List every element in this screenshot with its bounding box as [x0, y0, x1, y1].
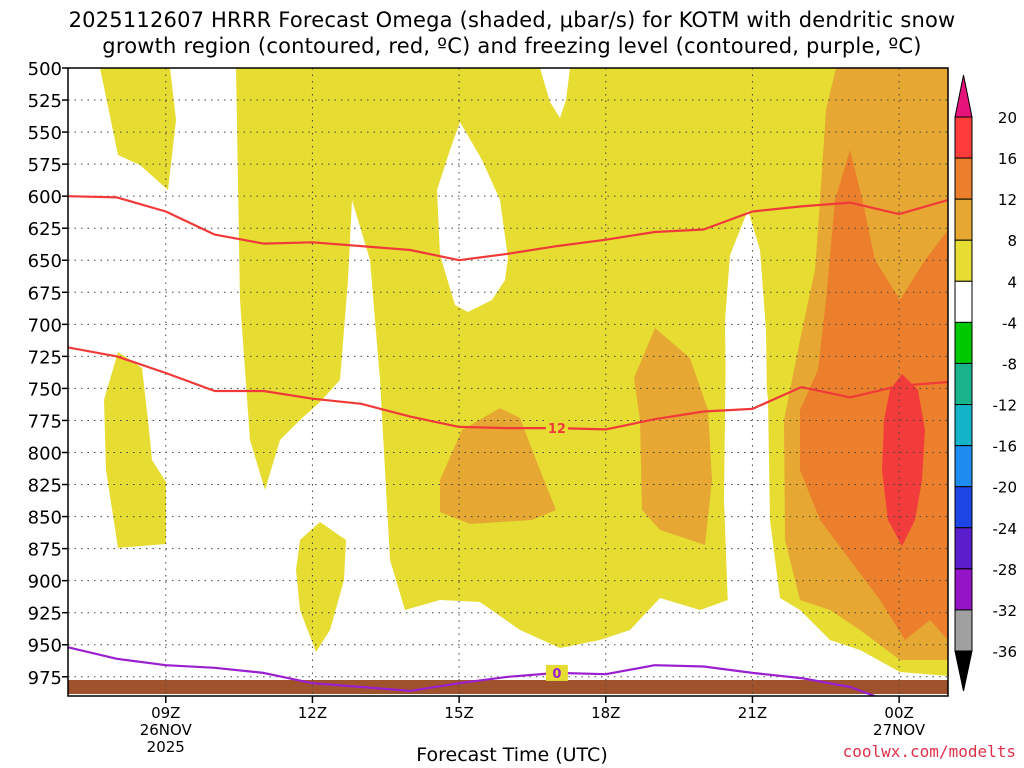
credit-text: coolwx.com/modelts [842, 742, 1016, 761]
contour-label-bg [545, 664, 568, 681]
omega-region-yellow [296, 522, 346, 652]
y-tick-label: 550 [28, 123, 62, 144]
y-tick-label: 750 [28, 379, 62, 400]
omega-region-yellow [100, 68, 176, 190]
x-tick-label: 12Z [298, 704, 327, 722]
colorbar-label: -24 [993, 520, 1018, 538]
colorbar-label: 4 [1007, 273, 1017, 291]
y-tick-label: 950 [28, 636, 62, 657]
contour-dgz-lower [68, 346, 948, 431]
contour-labels: 12 0 [545, 420, 568, 682]
omega-region-yellow [236, 68, 948, 676]
contour-label: 12 [548, 422, 566, 437]
colorbar-swatch [954, 404, 973, 447]
y-tick-label: 875 [28, 540, 62, 561]
contours [68, 195, 948, 696]
x-tick-date: 27NOV [873, 721, 926, 739]
colorbar-swatch [954, 280, 973, 323]
omega-region-red [882, 374, 925, 546]
x-axis-label: Forecast Time (UTC) [416, 744, 608, 766]
y-tick-label: 775 [28, 411, 62, 432]
y-tick-label: 500 [28, 59, 62, 80]
y-axis: 500 525 550 575 600 625 650 675 700 725 750 775 800 8… [28, 59, 68, 689]
colorbar-label: 12 [998, 191, 1017, 209]
plot-frame [67, 67, 949, 697]
colorbar-label: -16 [993, 438, 1018, 456]
colorbar-swatch [954, 362, 973, 406]
colorbar-swatch [954, 609, 973, 652]
colorbar-label: -36 [993, 643, 1018, 661]
x-tick-label: 15Z [444, 704, 473, 722]
omega-region-white [540, 68, 570, 118]
x-tick-date: 26NOV [140, 721, 193, 739]
colorbar-label: -8 [1002, 355, 1017, 373]
y-tick-label: 625 [28, 219, 62, 240]
colorbar-swatch [954, 157, 973, 200]
colorbar-bottom-arrow [954, 650, 973, 692]
colorbar-label: 16 [998, 150, 1017, 168]
chart-title-line2: growth region (contoured, red, ºC) and f… [102, 34, 922, 58]
omega-region-white [437, 122, 508, 312]
colorbar-swatch [954, 568, 973, 611]
contour-freezing-level [68, 646, 876, 696]
contour-dgz-upper [68, 195, 948, 262]
y-tick-label: 975 [28, 668, 62, 689]
colorbar-top-arrow [954, 74, 973, 118]
omega-region-orange [440, 408, 556, 524]
terrain-strip [68, 680, 948, 694]
colorbar-swatch [954, 486, 973, 529]
x-tick-label: 21Z [738, 704, 767, 722]
colorbar-swatch [954, 527, 973, 570]
colorbar-label: 20 [998, 109, 1017, 127]
colorbar-label: 8 [1007, 232, 1017, 250]
y-tick-label: 650 [28, 251, 62, 272]
colorbar-label: -32 [993, 602, 1018, 620]
contour-label: 0 [552, 667, 561, 682]
x-tick-label: 00Z [884, 704, 913, 722]
omega-region-orange [634, 328, 712, 545]
chart-title-line1: 2025112607 HRRR Forecast Omega (shaded, … [68, 8, 956, 32]
colorbar-swatch [954, 116, 973, 159]
y-tick-label: 800 [28, 443, 62, 464]
omega-shading [100, 68, 948, 676]
colorbar-swatch [954, 445, 973, 488]
y-tick-label: 925 [28, 604, 62, 625]
colorbar-label: -4 [1002, 314, 1017, 332]
y-tick-label: 675 [28, 283, 62, 304]
contour-label-bg [545, 420, 568, 437]
y-tick-label: 850 [28, 508, 62, 529]
colorbar-swatch [954, 321, 973, 364]
y-tick-label: 900 [28, 572, 62, 593]
colorbar-label: -12 [993, 397, 1018, 415]
x-tick-year: 2025 [147, 738, 185, 756]
colorbar-swatch [954, 239, 973, 282]
colorbar-label: -20 [993, 479, 1018, 497]
y-tick-label: 575 [28, 155, 62, 176]
colorbar-swatch [954, 198, 973, 241]
x-tick-label: 18Z [591, 704, 620, 722]
y-tick-label: 825 [28, 476, 62, 497]
grid [68, 68, 948, 696]
y-tick-label: 525 [28, 91, 62, 112]
colorbar-label: -28 [993, 561, 1018, 579]
x-tick-label: 09Z [151, 704, 180, 722]
y-tick-label: 725 [28, 347, 62, 368]
y-tick-label: 700 [28, 315, 62, 336]
omega-region-yellow [104, 352, 166, 548]
colorbar: 20 16 12 8 4 -4 -8 -12 -16 -20 -24 -28 -32 -36 [954, 74, 1018, 692]
y-tick-label: 600 [28, 187, 62, 208]
